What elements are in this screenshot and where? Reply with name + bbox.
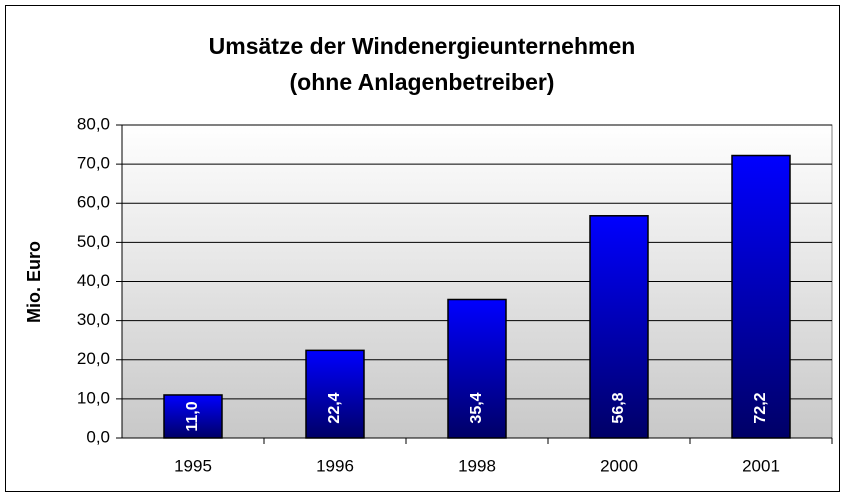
bar <box>163 394 223 439</box>
y-tick-label: 20,0 <box>77 349 110 368</box>
bar <box>305 349 365 439</box>
value-label: 56,8 <box>610 392 627 423</box>
y-tick-label: 50,0 <box>77 232 110 251</box>
chart-title: Umsätze der Windenergieunternehmen <box>209 33 636 59</box>
chart-subtitle: (ohne Anlagenbetreiber) <box>290 69 555 95</box>
y-tick-label: 60,0 <box>77 193 110 212</box>
y-tick-label: 80,0 <box>77 114 110 133</box>
y-tick-label: 40,0 <box>77 271 110 290</box>
x-tick-label: 2000 <box>600 456 638 475</box>
value-label: 11,0 <box>184 401 201 431</box>
bar <box>731 154 791 439</box>
value-label: 35,4 <box>468 392 485 423</box>
y-tick-label: 30,0 <box>77 310 110 329</box>
y-tick-label: 70,0 <box>77 154 110 173</box>
bar <box>447 298 507 439</box>
x-tick-label: 1995 <box>174 456 212 475</box>
x-tick-label: 2001 <box>742 456 780 475</box>
value-label: 72,2 <box>752 392 769 423</box>
y-tick-label: 0,0 <box>86 427 110 446</box>
y-tick-label: 10,0 <box>77 388 110 407</box>
value-label: 22,4 <box>326 392 343 423</box>
y-axis-title: Mio. Euro <box>24 241 44 323</box>
bar <box>589 215 649 439</box>
x-tick-label: 1996 <box>316 456 354 475</box>
x-tick-label: 1998 <box>458 456 496 475</box>
